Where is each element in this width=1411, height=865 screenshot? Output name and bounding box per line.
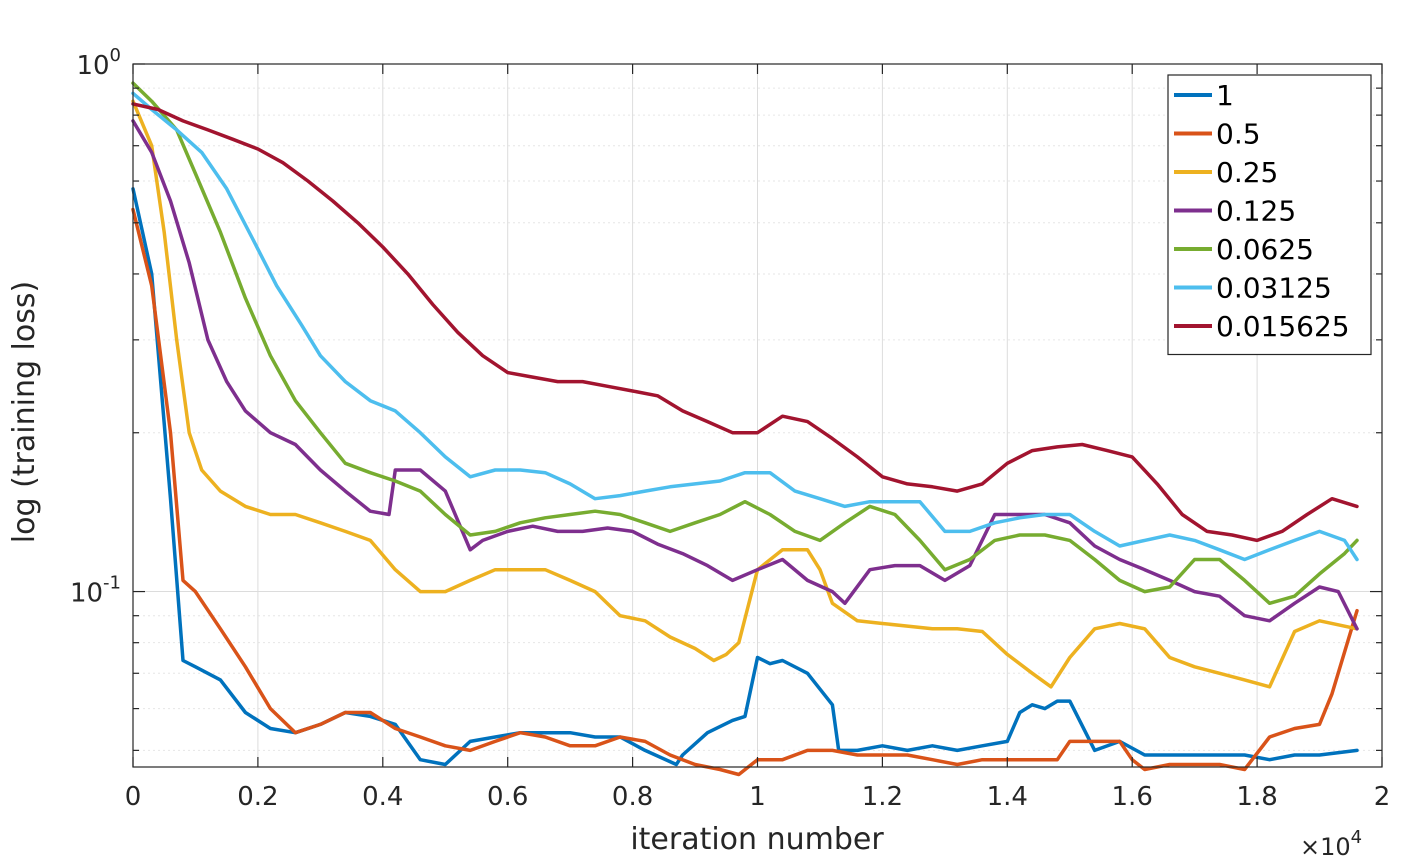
x-tick-label: 1.4 (987, 782, 1028, 812)
legend-label: 0.03125 (1216, 272, 1332, 305)
x-tick-label: 2 (1374, 782, 1391, 812)
legend-box (1167, 74, 1372, 356)
x-tick-label: 1.2 (862, 782, 903, 812)
series-line-5 (131, 91, 1359, 562)
legend-label: 0.5 (1216, 118, 1261, 151)
legend-label: 0.015625 (1216, 310, 1350, 343)
x-tick-label: 1 (749, 782, 766, 812)
x-axis-exponent: ×104 (1300, 827, 1362, 861)
legend-label: 0.0625 (1216, 233, 1314, 266)
legend: 1 0.5 0.25 0.125 0.0625 0.03125 0.015625 (1167, 74, 1372, 356)
y-tick-label: 10-1 (70, 573, 121, 609)
x-tick-label: 0.2 (237, 782, 278, 812)
x-tick-label: 0.6 (487, 782, 528, 812)
x-tick-label: 0.8 (612, 782, 653, 812)
legend-label: 0.25 (1216, 156, 1278, 189)
series-line-4 (131, 81, 1359, 606)
legend-label: 1 (1216, 79, 1234, 112)
x-tick-label: 0.4 (362, 782, 403, 812)
plot-area-border (132, 63, 1383, 768)
x-axis-title: iteration number (630, 822, 884, 857)
y-axis-title: log (training loss) (7, 281, 42, 543)
series-line-2 (131, 99, 1359, 689)
x-tick-label: 0 (125, 782, 142, 812)
series-line-3 (131, 119, 1359, 631)
y-tick-label: 100 (76, 45, 121, 81)
series-line-6 (131, 102, 1359, 543)
x-tick-label: 1.6 (1112, 782, 1153, 812)
x-tick-label: 1.8 (1236, 782, 1277, 812)
legend-label: 0.125 (1216, 195, 1296, 228)
